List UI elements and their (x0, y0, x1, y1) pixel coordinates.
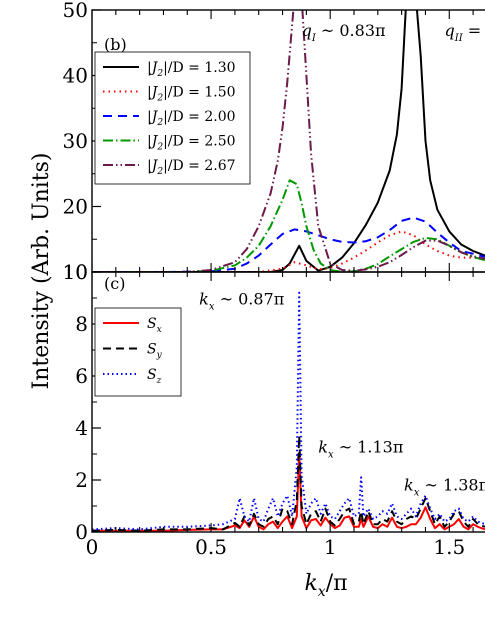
y-tick-label-10: 10 (63, 260, 88, 284)
legend-label-2-sub: y (156, 351, 163, 361)
legend-label-1-main: S (147, 316, 157, 332)
annotation-1-main: k (199, 290, 209, 309)
annotation-3-sub: x (414, 487, 420, 498)
legend-label-5-rest: |/D = 2.67 (163, 158, 235, 174)
series-group (92, 10, 485, 272)
legend-label-2: Sy (147, 342, 163, 361)
annotation-1-rest: ~ 0.87π (215, 290, 285, 309)
x-axis-label-main: k (304, 571, 317, 596)
x-tick-label-1: 0.5 (195, 535, 227, 559)
y-tick-label-20: 20 (63, 195, 88, 219)
y-tick-label-8: 8 (75, 312, 88, 336)
legend-label-1-sub: 2 (156, 69, 163, 79)
legend-label-4-rest: |/D = 2.50 (163, 134, 235, 150)
y-tick-label-0: 0 (75, 520, 88, 544)
legend-label-2-main: S (147, 342, 157, 358)
legend-label-4: |J2|/D = 2.50 (147, 134, 236, 153)
legend-label-1-rest: |/D = 1.30 (163, 60, 235, 76)
legend-label-3-main: S (147, 367, 157, 383)
series-line-4 (92, 179, 485, 272)
x-tick-label-3: 1.5 (433, 535, 465, 559)
legend-label-3-rest: |/D = 2.00 (163, 109, 235, 125)
legend-label-3-sub: 2 (156, 118, 163, 128)
annotation-2-main: k (318, 438, 328, 457)
y-tick-label-4: 4 (75, 416, 88, 440)
legend-label-3: |J2|/D = 2.00 (147, 109, 236, 128)
annotation-1: qI ~ 0.83π (302, 21, 386, 44)
panel-label: (c) (104, 274, 125, 293)
legend-label-2: |J2|/D = 1.50 (147, 85, 236, 104)
x-tick-label-2: 1 (324, 535, 337, 559)
series-line-1 (92, 10, 485, 272)
y-tick-label-50: 50 (63, 0, 88, 22)
annotation-3-rest: ~ 1.38π (419, 475, 485, 494)
legend-label-1: Sx (147, 316, 162, 335)
x-axis-label-tail: /π (326, 571, 348, 596)
annotation-1-sub: x (209, 302, 215, 313)
annotation-1: kx ~ 0.87π (199, 290, 284, 313)
series-line-5 (92, 10, 485, 272)
legend-label-1-sub: x (157, 325, 162, 335)
legend-box (94, 51, 251, 185)
legend-label-2-sub: 2 (156, 94, 163, 104)
annotation-2-rest: = 4π (463, 21, 485, 40)
legend-label-5-main: |J (147, 158, 159, 174)
legend-label-1: |J2|/D = 1.30 (147, 60, 236, 79)
legend-label-5: |J2|/D = 2.67 (147, 158, 236, 177)
x-axis-label: kx/π (304, 571, 347, 600)
legend-label-3-main: |J (147, 109, 159, 125)
panel-label: (b) (104, 35, 127, 54)
series-line-2 (92, 434, 485, 532)
y-tick-label-6: 6 (75, 364, 88, 388)
legend-label-3: Sz (147, 367, 162, 386)
annotation-2-rest: ~ 1.13π (334, 438, 404, 457)
y-tick-label-30: 30 (63, 129, 88, 153)
x-axis-label-sub: x (318, 584, 326, 600)
y-tick-label-10: 10 (63, 260, 88, 284)
legend-box (94, 307, 182, 397)
annotation-1-main: q (302, 21, 312, 40)
legend-label-2-main: |J (147, 85, 159, 101)
series-group (92, 291, 485, 532)
annotation-2: kx ~ 1.13π (318, 438, 403, 461)
legend-label-1-main: |J (147, 60, 159, 76)
series-line-3 (92, 216, 485, 272)
annotation-1-rest: ~ 0.83π (316, 21, 386, 40)
annotation-3: kx ~ 1.38π (404, 475, 485, 498)
annotation-2: qII = 4π (445, 21, 485, 44)
y-tick-label-2: 2 (75, 468, 88, 492)
annotation-2-sub: x (328, 450, 334, 461)
y-tick-label-40: 40 (63, 64, 88, 88)
annotation-2-sub: II (454, 33, 464, 44)
legend-label-2-rest: |/D = 1.50 (163, 85, 235, 101)
legend-label-4-main: |J (147, 134, 159, 150)
annotation-1-sub: I (311, 33, 317, 44)
annotation-2-main: q (445, 21, 455, 40)
legend-label-3-sub: z (156, 376, 162, 386)
x-tick-label-0: 0 (86, 535, 99, 559)
legend-label-4-sub: 2 (156, 143, 163, 153)
annotation-3-main: k (404, 475, 414, 494)
legend-label-5-sub: 2 (156, 167, 163, 177)
y-axis-label: Intensity (Arb. Units) (29, 153, 54, 390)
